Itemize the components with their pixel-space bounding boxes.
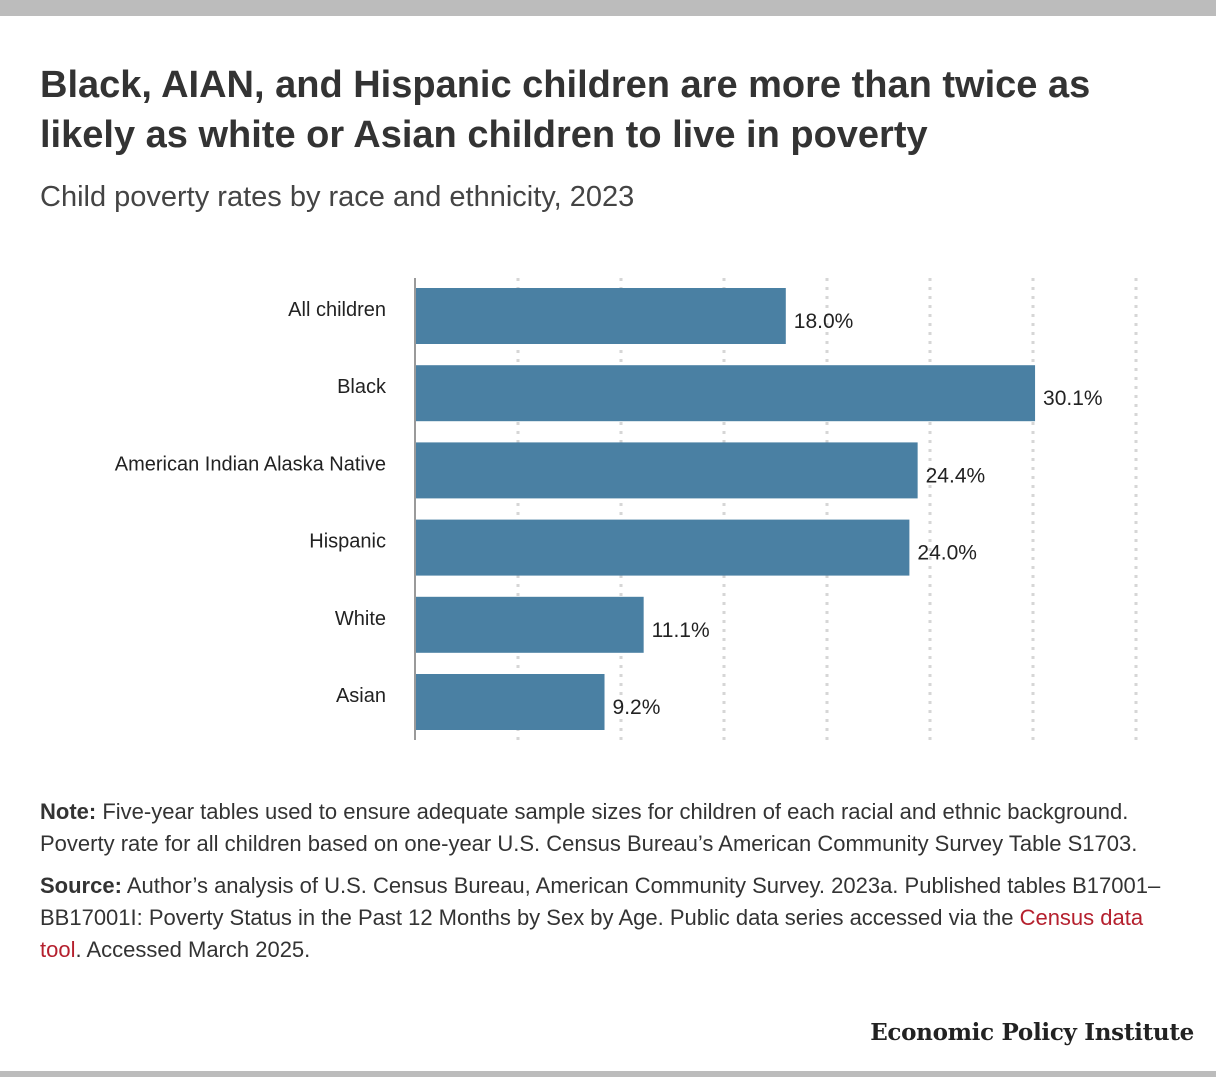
chart-subtitle: Child poverty rates by race and ethnicit… [40,181,635,213]
value-label: 24.0% [917,542,977,565]
bar [415,365,1036,422]
bottom-border [0,1071,1216,1077]
category-label: White [335,608,386,630]
value-label: 18.0% [794,310,854,333]
source-label: Source: [40,873,122,898]
category-labels: All children Black American Indian Alaska … [115,299,387,707]
value-label: 24.4% [926,464,986,487]
category-label: Black [337,376,387,398]
bar [415,596,644,653]
bar-chart: All children Black American Indian Alaska … [115,278,1138,740]
source-paragraph: Source: Author’s analysis of U.S. Census… [40,870,1180,966]
note-paragraph: Note: Five-year tables used to ensure ad… [40,796,1180,860]
top-border [0,0,1216,16]
note-text: Five-year tables used to ensure adequate… [40,799,1138,856]
census-data-tool-link[interactable]: Census data tool [40,905,1144,962]
value-label: 30.1% [1043,387,1103,410]
source-text: Author’s analysis of U.S. Census Bureau,… [40,873,1161,930]
grid-lines [516,278,1138,740]
bar [415,674,605,730]
bar [415,442,918,499]
source-text-end: . Accessed March 2025. [75,937,311,962]
value-label: 9.2% [613,696,661,719]
notes-section: Note: Five-year tables used to ensure ad… [40,796,1180,976]
category-label: Asian [336,685,386,707]
bar [415,519,910,576]
value-label: 11.1% [652,619,710,642]
category-label: Hispanic [309,531,386,553]
chart-title: Black, AIAN, and Hispanic children are m… [40,64,1091,156]
bar [415,288,786,344]
category-label: All children [288,299,386,321]
note-label: Note: [40,799,97,824]
epi-logo: Economic Policy Institute [870,1019,1194,1046]
value-labels: 18.0% 30.1% 24.4% 24.0% 11.1% 9.2% [613,310,1103,719]
category-label: American Indian Alaska Native [115,453,386,475]
bars [415,288,1036,730]
